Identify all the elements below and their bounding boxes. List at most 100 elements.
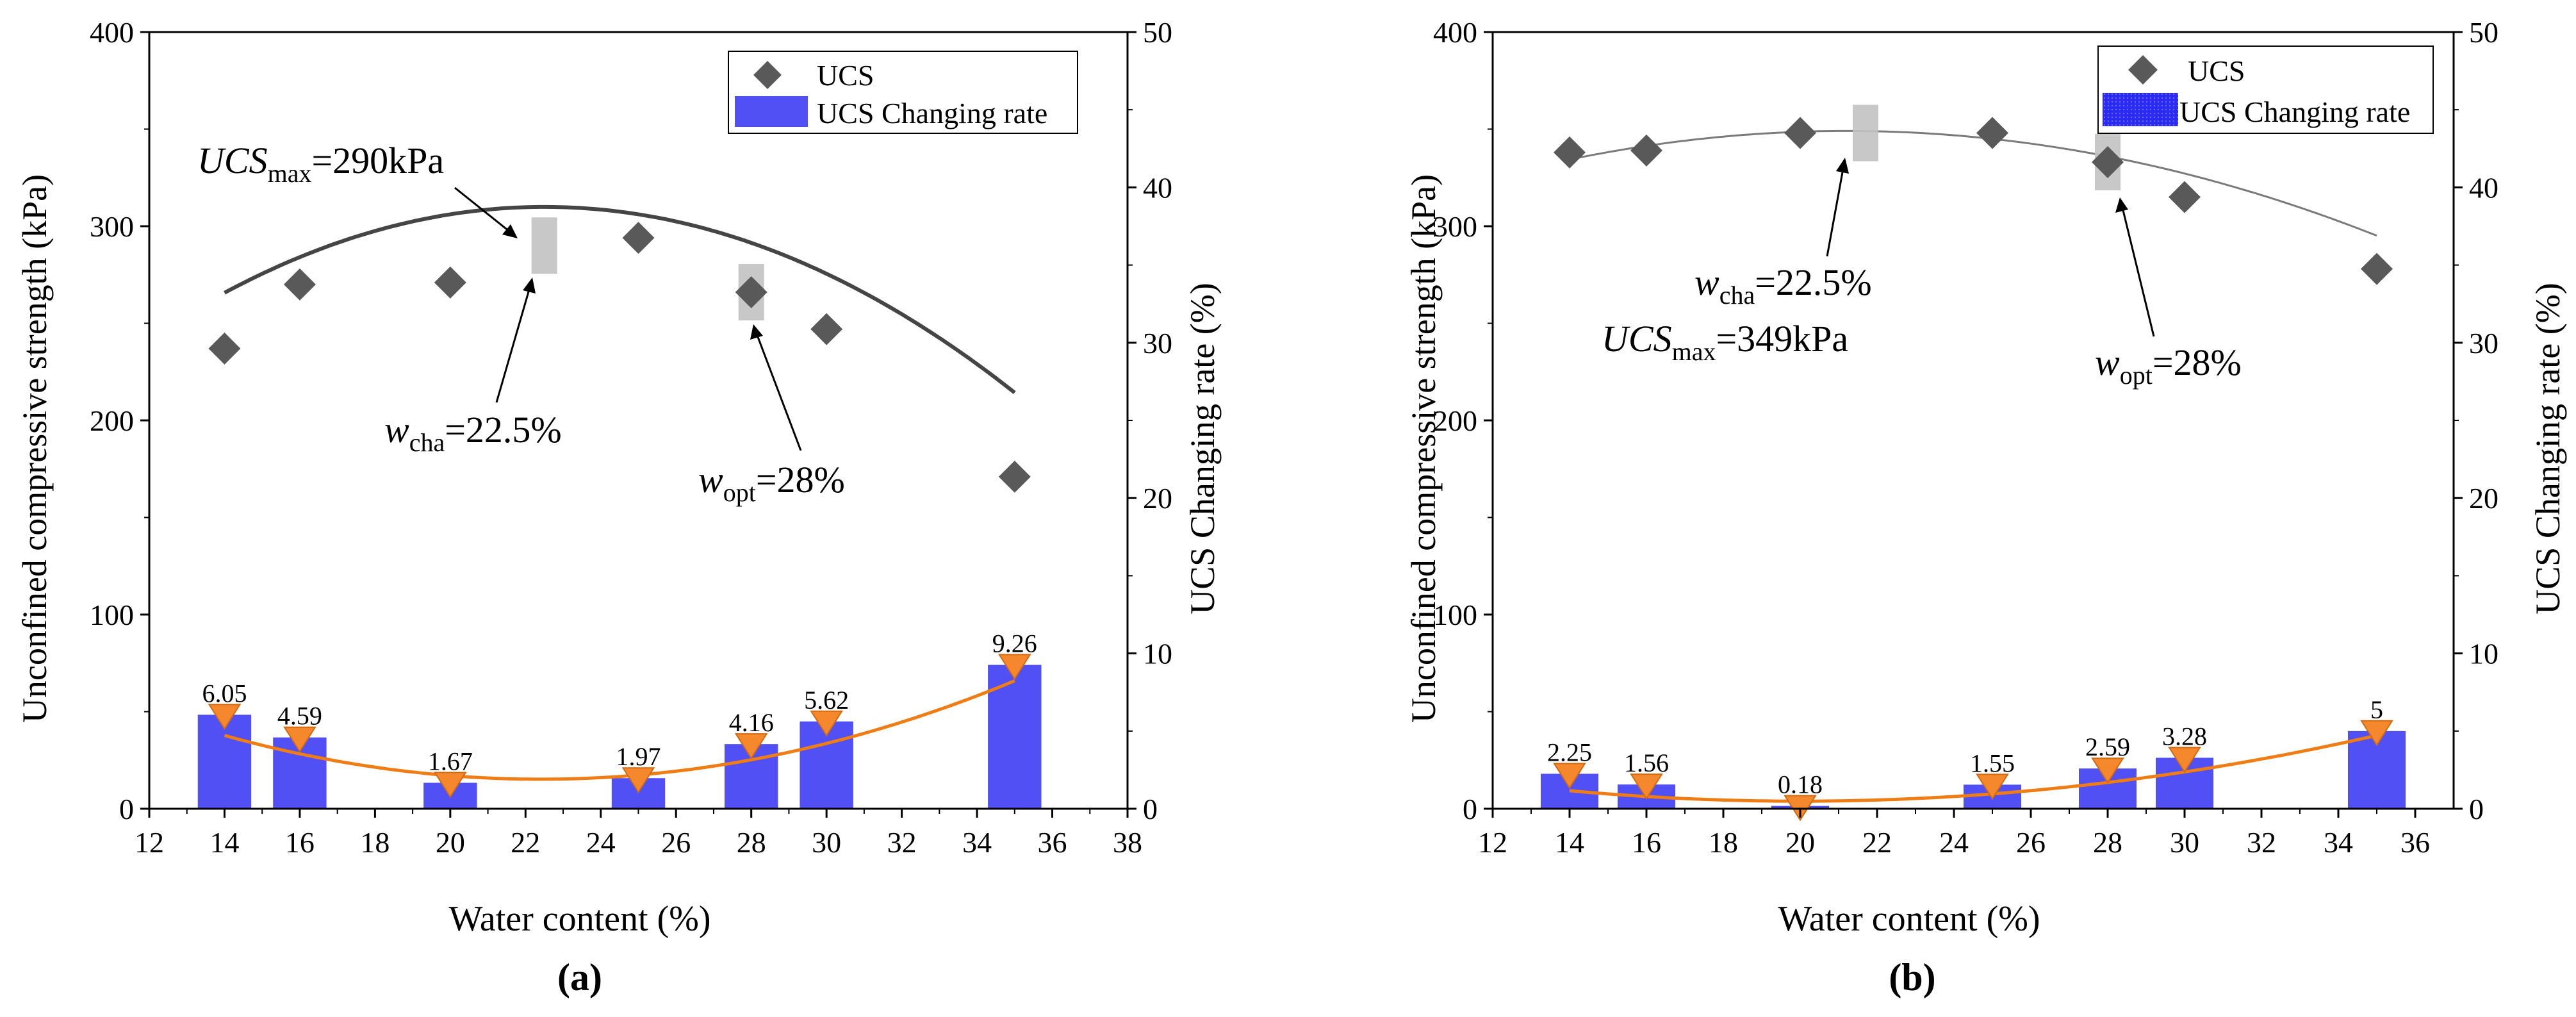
bar-value-label: 1.97 [616, 742, 661, 771]
arrowhead [502, 224, 518, 238]
annotation-arrow-w-cha [495, 285, 532, 403]
annotation-w-cha: wcha=22.5% [384, 409, 562, 457]
x-tick-label: 30 [812, 826, 841, 859]
y-right-tick-label: 0 [2469, 793, 2484, 825]
x-tick-label: 18 [360, 826, 390, 859]
legend-bar-swatch [735, 96, 808, 127]
x-tick-label: 16 [285, 826, 315, 859]
y-right-tick-label: 30 [1143, 327, 1172, 360]
chart-panel-b: 2.25 1.56 0.18 1.55 2.59 3.28 5 12 14 16 18 20 22 24… [1404, 16, 2567, 998]
ucs-point [208, 332, 241, 365]
ucs-point [2169, 181, 2201, 213]
changing-rate-fit-curve [224, 679, 1015, 781]
bar-value-label: 2.25 [1547, 738, 1592, 766]
changing-rate-marker [2168, 747, 2201, 773]
legend: UCS UCS Changing rate [2097, 45, 2434, 134]
y-right-tick-label: 50 [1143, 16, 1172, 49]
annotation-ucs-max: UCSmax=349kPa [1602, 318, 1848, 366]
x-tick-label: 24 [586, 826, 616, 859]
x-tick-label: 30 [2170, 826, 2199, 859]
y-left-tick-label: 200 [90, 404, 134, 437]
arrowhead [750, 324, 763, 340]
changing-rate-marker [810, 710, 843, 737]
changing-rate-marker [734, 733, 768, 760]
ucs-point [283, 268, 316, 301]
x-tick-label: 26 [2016, 826, 2046, 859]
y-left-tick-label: 300 [1433, 210, 1477, 243]
y-left-tick-label: 400 [90, 16, 134, 49]
y-right-tick-label: 10 [1143, 638, 1172, 670]
bar-value-label: 3.28 [2162, 722, 2207, 750]
changing-rate-fit-curve [1569, 734, 2377, 803]
x-tick-label: 36 [1038, 826, 1067, 859]
changing-rate-marker [997, 654, 1031, 681]
bar-value-label: 1.67 [428, 747, 473, 776]
y-axis-title-right: UCS Changing rate (%) [1183, 283, 1222, 614]
legend-label-rate: UCS Changing rate [817, 97, 1047, 129]
y-left-tick-label: 0 [119, 793, 134, 825]
ucs-point [1554, 136, 1586, 169]
bar-value-label: 2.59 [2085, 732, 2130, 761]
x-tick-label: 28 [737, 826, 766, 859]
annotation-arrow-ucs-max [454, 186, 513, 235]
y-right-tick-label: 40 [1143, 171, 1172, 204]
y-right-tick-label: 20 [2469, 482, 2498, 515]
y-left-tick-label: 200 [1433, 404, 1477, 437]
ucs-point [998, 460, 1031, 493]
ucs-point [810, 313, 843, 345]
legend-ucs-diamond-icon [2128, 55, 2158, 85]
annotation-w-opt: wopt=28% [698, 459, 845, 507]
x-tick-label: 14 [1555, 826, 1584, 859]
y-right-tick-label: 30 [2469, 327, 2498, 360]
y-right-tick-label: 0 [1143, 793, 1158, 825]
y-right-tick-label: 40 [2469, 171, 2498, 204]
x-tick-label: 34 [962, 826, 992, 859]
x-tick-label: 34 [2324, 826, 2353, 859]
changing-rate-marker [1630, 773, 1663, 800]
bar-changing-rate [197, 715, 252, 809]
bar-value-label: 1.56 [1624, 748, 1669, 777]
bar-value-label: 5 [2370, 695, 2383, 724]
bar-changing-rate [988, 665, 1042, 809]
arrowhead [2115, 197, 2128, 213]
y-left-tick-label: 0 [1463, 793, 1477, 825]
bar-value-label: 0.18 [1778, 770, 1823, 799]
chart-panel-a: 6.05 4.59 1.67 1.97 4.16 5.62 9.26 12 14 16 18 20 2… [15, 16, 1222, 998]
bar-value-label: 6.05 [202, 679, 247, 707]
legend-label-ucs: UCS [2188, 54, 2245, 87]
x-tick-label: 22 [1862, 826, 1892, 859]
ucs-point [622, 222, 655, 254]
legend-bar-swatch [2103, 93, 2178, 126]
changing-rate-marker [208, 704, 242, 731]
x-tick-label: 20 [1785, 826, 1815, 859]
x-tick-label: 38 [1113, 826, 1142, 859]
legend: UCS UCS Changing rate [728, 51, 1078, 134]
arrowhead [1836, 158, 1849, 174]
ucs-point [735, 276, 767, 309]
legend-ucs-diamond-icon [753, 61, 782, 89]
changing-rate-marker [621, 767, 655, 794]
x-tick-label: 12 [135, 826, 164, 859]
y-right-tick-label: 10 [2469, 638, 2498, 670]
panel-label: (b) [1889, 956, 1935, 998]
ucs-fit-curve [224, 204, 1016, 395]
x-tick-label: 18 [1709, 826, 1738, 859]
highlight-marker-w-cha [531, 217, 557, 274]
arrowhead [523, 277, 536, 294]
x-tick-label: 22 [511, 826, 540, 859]
x-axis-title: Water content (%) [1778, 899, 2040, 939]
annotation-ucs-max: UCSmax=290kPa [197, 140, 444, 188]
x-axis-title: Water content (%) [448, 899, 710, 939]
bar-value-label: 4.16 [729, 708, 774, 737]
ucs-point [1630, 134, 1662, 167]
y-left-tick-label: 400 [1433, 16, 1477, 49]
x-tick-label: 32 [887, 826, 917, 859]
bar-value-label: 4.59 [277, 702, 322, 731]
x-tick-label: 14 [209, 826, 239, 859]
changing-rate-marker [434, 772, 467, 798]
x-tick-label: 24 [1939, 826, 1969, 859]
changing-rate-marker [2091, 757, 2124, 784]
panel-label: (a) [557, 956, 602, 998]
x-tick-label: 36 [2400, 826, 2430, 859]
y-right-tick-label: 20 [1143, 482, 1172, 515]
